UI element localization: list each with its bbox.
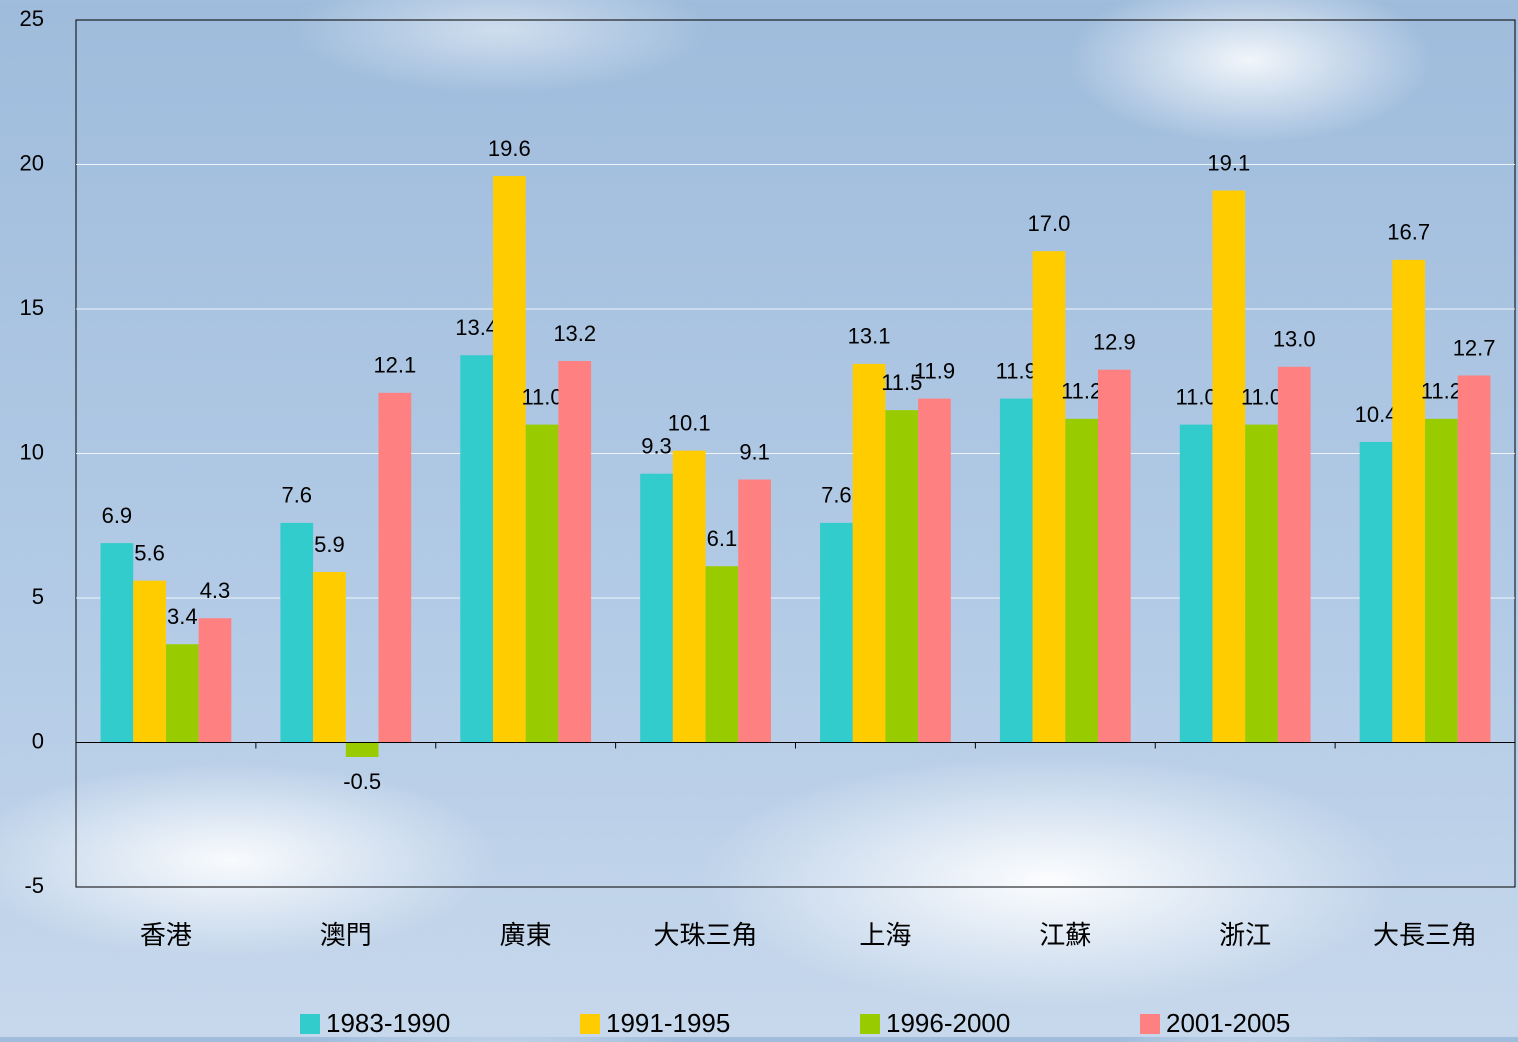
bar — [705, 566, 739, 743]
data-label: 10.1 — [668, 410, 711, 435]
data-label: 6.9 — [102, 503, 133, 528]
bar — [492, 176, 526, 743]
y-tick-label: 20 — [20, 150, 44, 175]
data-label: 3.4 — [167, 604, 198, 629]
data-label: 10.4 — [1355, 402, 1398, 427]
data-label: 13.4 — [455, 315, 498, 340]
data-label: 13.0 — [1273, 327, 1316, 352]
data-label: 11.2 — [1421, 379, 1462, 404]
bar — [672, 450, 706, 743]
bar — [165, 644, 199, 743]
bar — [1179, 424, 1213, 743]
bar — [1032, 251, 1066, 743]
data-label: 17.0 — [1028, 211, 1071, 236]
x-tick-label: 大長三角 — [1373, 920, 1477, 950]
bar — [852, 363, 886, 743]
bar — [1212, 190, 1246, 743]
data-label: 9.1 — [739, 439, 770, 464]
data-label: 11.0 — [521, 384, 562, 409]
y-tick-label: 10 — [20, 439, 44, 464]
bar — [100, 543, 134, 743]
data-label: 5.9 — [314, 532, 345, 557]
data-label: 19.6 — [488, 136, 531, 161]
x-tick-label: 澳門 — [320, 920, 372, 950]
legend-swatch — [1140, 1014, 1160, 1034]
y-tick-label: 15 — [20, 295, 44, 320]
legend-swatch — [860, 1014, 880, 1034]
bar — [313, 571, 346, 743]
legend-swatch — [580, 1014, 600, 1034]
data-label: 13.1 — [848, 324, 891, 349]
bar — [280, 522, 314, 743]
data-label: 11.0 — [1176, 384, 1217, 409]
y-tick-label: 0 — [32, 728, 44, 753]
x-tick-label: 香港 — [140, 920, 192, 950]
legend-label: 1983-1990 — [326, 1008, 450, 1037]
y-tick-label: -5 — [24, 873, 44, 898]
data-label: 11.9 — [996, 358, 1037, 383]
bar — [1457, 375, 1491, 743]
y-tick-label: 25 — [20, 6, 44, 31]
data-label: 11.2 — [1061, 379, 1102, 404]
data-label: -0.5 — [343, 769, 381, 794]
data-label: 11.0 — [1241, 384, 1282, 409]
data-label: 11.9 — [914, 358, 955, 383]
data-label: 5.6 — [134, 540, 165, 565]
data-label: 19.1 — [1207, 150, 1250, 175]
bar — [1359, 441, 1393, 743]
legend-label: 2001-2005 — [1166, 1008, 1290, 1037]
bar — [1277, 366, 1311, 743]
bar — [198, 618, 232, 743]
data-label: 13.2 — [553, 321, 596, 346]
bar — [1392, 259, 1426, 743]
data-label: 12.1 — [373, 353, 416, 378]
data-label: 12.7 — [1453, 335, 1496, 360]
data-label: 6.1 — [707, 526, 738, 551]
bar — [558, 361, 592, 743]
bar — [640, 473, 673, 743]
bar — [1098, 369, 1131, 743]
data-label: 7.6 — [821, 483, 852, 508]
bar — [820, 522, 853, 743]
data-label: 9.3 — [641, 434, 672, 459]
bar — [378, 392, 412, 743]
data-label: 4.3 — [200, 578, 231, 603]
y-tick-label: 5 — [32, 584, 44, 609]
bar — [1425, 418, 1458, 743]
bar — [999, 398, 1033, 743]
bar — [918, 398, 951, 743]
legend-swatch — [300, 1014, 320, 1034]
bar — [345, 742, 379, 757]
bar — [885, 410, 919, 743]
bar — [738, 479, 771, 743]
data-label: 7.6 — [281, 483, 312, 508]
bar — [133, 580, 166, 743]
bar — [460, 355, 493, 743]
data-label: 12.9 — [1093, 330, 1136, 355]
bar — [1245, 424, 1278, 743]
x-tick-label: 大珠三角 — [654, 920, 758, 950]
bar — [1065, 418, 1099, 743]
data-label: 16.7 — [1387, 220, 1430, 245]
legend-label: 1996-2000 — [886, 1008, 1010, 1037]
data-label: 11.5 — [881, 370, 922, 395]
x-tick-label: 上海 — [859, 920, 911, 950]
legend-label: 1991-1995 — [606, 1008, 730, 1037]
bar — [525, 424, 559, 743]
x-tick-label: 浙江 — [1219, 920, 1271, 950]
x-tick-label: 廣東 — [500, 920, 552, 950]
x-tick-label: 江蘇 — [1039, 920, 1091, 950]
